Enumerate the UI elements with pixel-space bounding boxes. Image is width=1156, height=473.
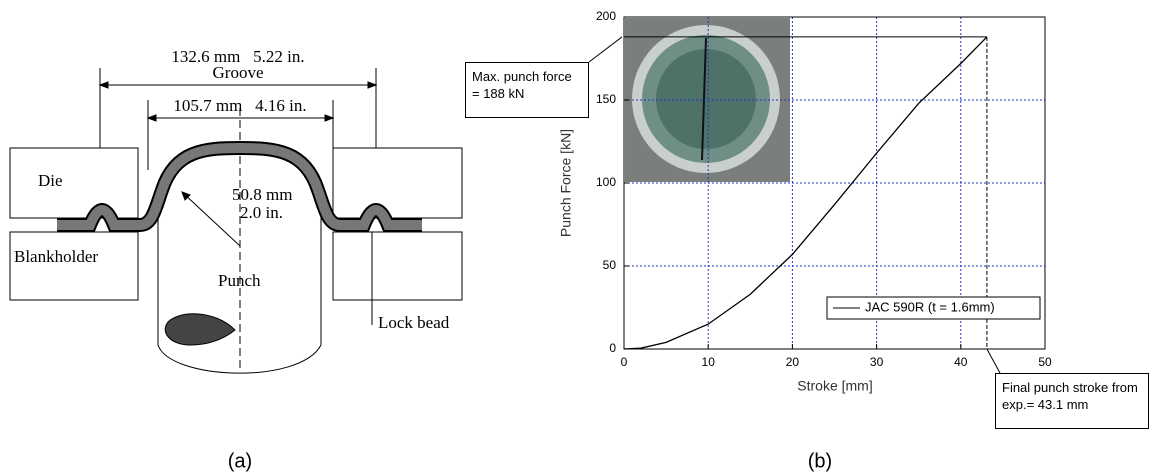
caption: (a) bbox=[228, 450, 252, 472]
x-tick-label: 40 bbox=[954, 355, 968, 369]
y-tick-label: 50 bbox=[603, 258, 617, 272]
plot-frame bbox=[623, 16, 1046, 350]
part-label: Blankholder bbox=[14, 247, 98, 266]
legend-label: JAC 590R (t = 1.6mm) bbox=[865, 299, 995, 314]
y-tick-label: 100 bbox=[596, 175, 616, 189]
diagram-shapes bbox=[9, 68, 463, 374]
y-tick-label: 150 bbox=[596, 92, 616, 106]
part-label: Punch bbox=[218, 271, 261, 290]
y-axis-label: Punch Force [kN] bbox=[558, 129, 574, 237]
dimension: 2.0 in. bbox=[240, 203, 283, 222]
x-axis-label: Stroke [mm] bbox=[797, 378, 872, 394]
leader-line bbox=[588, 36, 623, 63]
annotation: Final punch stroke from exp.= 43.1 mm bbox=[995, 373, 1149, 429]
dimension-label: Groove bbox=[213, 63, 264, 82]
y-tick-label: 0 bbox=[609, 341, 616, 355]
dimension: 132.6 mm 5.22 in. bbox=[171, 47, 304, 66]
x-tick-label: 0 bbox=[621, 355, 628, 369]
part-label: Lock bead bbox=[378, 313, 450, 332]
x-tick-label: 10 bbox=[702, 355, 716, 369]
leader-line bbox=[986, 348, 1001, 374]
x-tick-label: 30 bbox=[870, 355, 884, 369]
annotation: Max. punch force = 188 kN bbox=[465, 62, 589, 118]
x-tick-label: 50 bbox=[1038, 355, 1052, 369]
series-line bbox=[623, 36, 988, 350]
part-label: Die bbox=[38, 171, 63, 190]
legend-box bbox=[826, 296, 1041, 320]
x-tick-label: 20 bbox=[786, 355, 800, 369]
dimension: 50.8 mm bbox=[232, 185, 292, 204]
y-tick-label: 200 bbox=[596, 9, 616, 23]
caption: (b) bbox=[808, 450, 832, 472]
dimension: 105.7 mm 4.16 in. bbox=[173, 96, 306, 115]
